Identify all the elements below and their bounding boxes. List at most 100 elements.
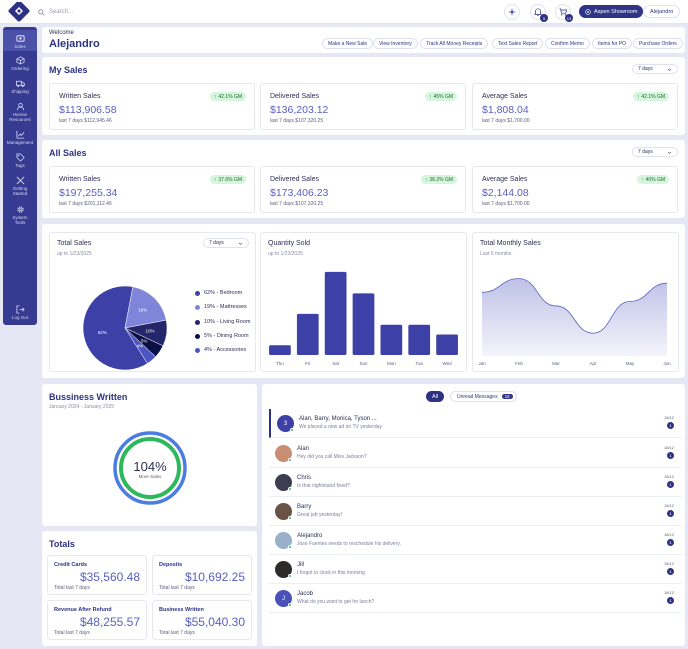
legend-item: 10% - Living Room: [195, 319, 250, 325]
avatar: [275, 474, 292, 491]
view-inventory-button[interactable]: View Inventory: [373, 38, 418, 49]
legend-item: 4% - Accessories: [195, 347, 246, 353]
sidebar-item-management[interactable]: Management: [3, 128, 37, 149]
online-status-dot: [290, 428, 294, 432]
gm-badge: ↑ 42.1% GM: [209, 92, 246, 101]
message-unread-count: 1: [667, 597, 674, 604]
stat-value: $173,406.23: [270, 187, 329, 199]
stat-value: $136,203.12: [270, 104, 329, 116]
online-status-dot: [288, 545, 292, 549]
arrow-up-icon: ↑: [213, 176, 217, 183]
people-icon: [16, 102, 24, 111]
search-bar[interactable]: Search...: [38, 6, 73, 18]
showroom-selector[interactable]: Aspen Showroom: [579, 5, 644, 18]
make-new-sale-button[interactable]: Make a New Sale: [322, 38, 374, 49]
total-sales-subtitle: up to 1/23/2025: [57, 251, 92, 257]
sidebar-item-ordering[interactable]: Ordering: [3, 54, 37, 75]
sidebar-item-system-tools[interactable]: System Tools: [3, 203, 37, 229]
ordering-icon: [15, 56, 25, 65]
legend-label: 10% - Living Room: [204, 319, 251, 325]
gauge-progress-ring: [119, 437, 181, 499]
pie-slice: [124, 327, 156, 364]
track-money-receipts-button[interactable]: Track All Money Receipts: [420, 38, 489, 49]
search-input[interactable]: Search...: [49, 9, 74, 15]
stat-value: $197,255.34: [59, 187, 118, 199]
sidebar-item-sales[interactable]: Sales: [3, 30, 37, 51]
pie-slice-label: 62%: [98, 330, 107, 335]
online-status-dot: [288, 487, 292, 491]
message-sender: Barry: [297, 504, 312, 510]
totals-title: Totals: [49, 539, 75, 549]
x-tick-label: Sat: [332, 361, 340, 366]
message-row[interactable]: Chris Is that nightstand fixed? 18/12 1: [269, 468, 682, 497]
bar: [296, 313, 319, 355]
message-row[interactable]: Barry Great job yesterday! 18/12 1: [269, 497, 682, 526]
sparkle-button[interactable]: [504, 4, 520, 20]
business-written-total-card: Business Written $55,040.30 Total last 7…: [152, 600, 252, 640]
avatar: [275, 445, 292, 462]
sidebar-item-shipping[interactable]: Shipping: [3, 77, 37, 98]
user-menu-button[interactable]: Alejandro: [643, 5, 681, 18]
cart-button[interactable]: 13: [555, 4, 573, 22]
message-row[interactable]: 3 Alan, Barry, Monica, Tyson ... We placed…: [269, 409, 682, 438]
location-icon: [585, 8, 591, 15]
totals-panel: Totals Credit Cards $35,560.48 Total las…: [42, 531, 257, 646]
logout-button[interactable]: Log Out: [3, 305, 37, 323]
total-sales-range-select[interactable]: 7 days: [203, 238, 249, 248]
message-sender: Alejandro: [297, 533, 323, 539]
sidebar-item-human-resources[interactable]: Human Resources: [3, 100, 37, 126]
x-tick-label: Jan: [478, 361, 486, 366]
message-row[interactable]: Alejandro Jose Fuentes needs to reschedul…: [269, 526, 682, 555]
pie-slice-label: 4%: [136, 343, 143, 348]
message-row[interactable]: J Jacob What do you want to get for lunch?…: [269, 584, 682, 613]
my-sales-range-select[interactable]: 7 days: [632, 64, 678, 74]
quantity-sold-subtitle: up to 1/23/2025: [268, 251, 303, 257]
avatar: [275, 561, 292, 578]
area-fill: [482, 278, 667, 356]
text-sales-report-button[interactable]: Text Sales Report: [492, 38, 544, 49]
online-status-dot: [288, 458, 292, 462]
confirm-memo-button[interactable]: Confirm Memo: [545, 38, 590, 49]
showroom-label: Aspen Showroom: [594, 8, 638, 15]
all-sales-range-select[interactable]: 7 days: [632, 147, 678, 157]
x-tick-label: Tue: [415, 361, 423, 366]
legend-item: 5% - Dining Room: [195, 333, 249, 339]
arrow-up-icon: ↑: [424, 176, 428, 183]
legend-swatch: [195, 347, 200, 353]
message-unread-count: 1: [667, 481, 674, 488]
company-logo[interactable]: [8, 2, 30, 22]
quantity-sold-card: Quantity Sold up to 1/23/2025 Thu Fri Sat S…: [260, 232, 467, 372]
tab-unread-messages[interactable]: Unread Messages 18: [450, 391, 517, 402]
message-date: 18/12: [663, 474, 674, 479]
chart-icon: [15, 130, 24, 139]
tab-all-messages[interactable]: All: [426, 391, 444, 402]
message-unread-count: 1: [667, 568, 674, 575]
x-tick-label: Thu: [276, 361, 284, 366]
items-for-po-button[interactable]: Items for PO: [592, 38, 633, 49]
message-preview: Is that nightstand fixed?: [297, 483, 350, 489]
sparkle-icon: [508, 8, 516, 16]
avatar: J: [275, 590, 292, 607]
deposits-card: Deposits $10,692.25 Total last 7 days: [152, 555, 252, 595]
bar: [380, 324, 403, 355]
sidebar-item-tags[interactable]: Tags: [3, 151, 37, 172]
purchase-orders-button[interactable]: Purchase Orders: [633, 38, 683, 49]
legend-label: 19% - Mattresses: [204, 304, 247, 310]
quantity-sold-bar-chart: Thu Fri Sat Sun Mon Tue Wed: [269, 271, 458, 366]
message-date: 18/12: [663, 590, 674, 595]
stat-value: $113,906.58: [59, 104, 117, 116]
legend-item: 62% - Bedroom: [195, 290, 242, 296]
sales-icon: [15, 35, 25, 42]
message-row[interactable]: Alan Hey did you call Miss Jackson? 18/12 1: [269, 439, 682, 468]
pie-slice: [124, 286, 167, 329]
notifications-button[interactable]: 5: [530, 4, 548, 22]
total-sales-pie-chart: 62% 19% 10% 5%4%: [82, 285, 168, 371]
message-row[interactable]: Jill I forgot to clock in this morning 18/…: [269, 555, 682, 584]
all-delivered-sales-card: Delivered Sales $173,406.23 last 7 days …: [260, 166, 466, 213]
message-preview: Jose Fuentes needs to reschedule his del…: [297, 541, 401, 547]
charts-panel: Total Sales up to 1/23/2025 7 days 62% 19…: [42, 224, 685, 378]
business-written-value: 104%: [133, 459, 167, 474]
total-monthly-area-chart: Jan Feb Mar Apr May Jun: [478, 278, 671, 366]
revenue-after-refund-card: Revenue After Refund $48,255.57 Total la…: [47, 600, 147, 640]
sidebar-item-getting-started[interactable]: Getting Started: [3, 174, 37, 200]
